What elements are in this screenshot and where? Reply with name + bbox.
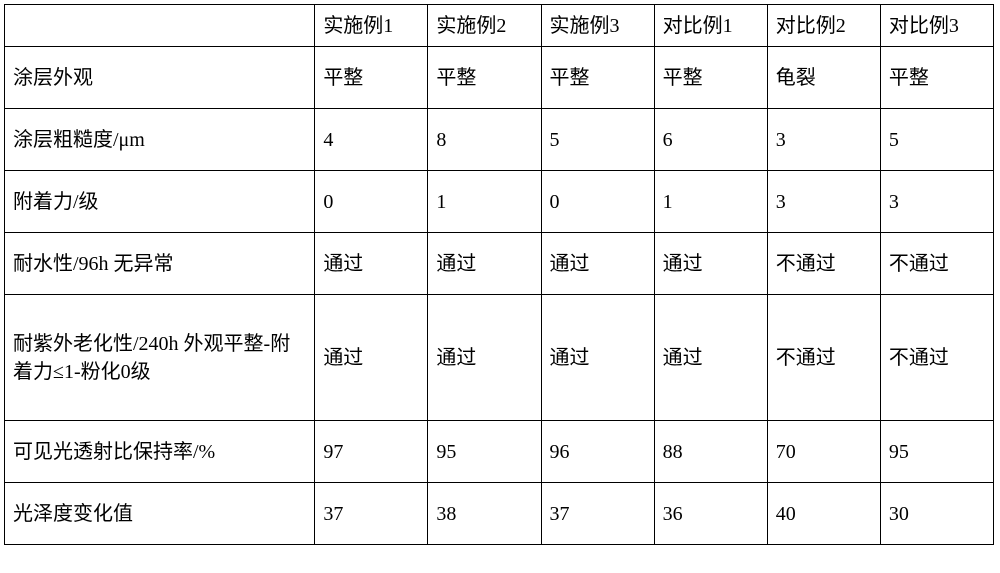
table-row: 涂层粗糙度/μm 4 8 5 6 3 5 [5, 109, 994, 171]
table-row: 涂层外观 平整 平整 平整 平整 龟裂 平整 [5, 47, 994, 109]
data-cell: 5 [880, 109, 993, 171]
table-header-row: 实施例1 实施例2 实施例3 对比例1 对比例2 对比例3 [5, 5, 994, 47]
data-cell: 8 [428, 109, 541, 171]
data-cell: 38 [428, 483, 541, 545]
data-cell: 通过 [654, 295, 767, 421]
data-cell: 70 [767, 421, 880, 483]
data-cell: 平整 [654, 47, 767, 109]
data-cell: 37 [315, 483, 428, 545]
row-label: 可见光透射比保持率/% [5, 421, 315, 483]
data-cell: 88 [654, 421, 767, 483]
data-cell: 95 [428, 421, 541, 483]
data-cell: 平整 [541, 47, 654, 109]
data-cell: 通过 [541, 233, 654, 295]
data-cell: 3 [767, 109, 880, 171]
data-cell: 0 [315, 171, 428, 233]
data-table: 实施例1 实施例2 实施例3 对比例1 对比例2 对比例3 涂层外观 平整 平整… [4, 4, 994, 545]
data-cell: 5 [541, 109, 654, 171]
data-cell: 通过 [428, 295, 541, 421]
row-label: 光泽度变化值 [5, 483, 315, 545]
header-cell: 实施例3 [541, 5, 654, 47]
data-cell: 1 [654, 171, 767, 233]
data-cell: 平整 [428, 47, 541, 109]
data-cell: 0 [541, 171, 654, 233]
table-row: 光泽度变化值 37 38 37 36 40 30 [5, 483, 994, 545]
data-cell: 37 [541, 483, 654, 545]
table-row: 可见光透射比保持率/% 97 95 96 88 70 95 [5, 421, 994, 483]
data-cell: 通过 [654, 233, 767, 295]
data-cell: 6 [654, 109, 767, 171]
data-cell: 30 [880, 483, 993, 545]
table-body: 实施例1 实施例2 实施例3 对比例1 对比例2 对比例3 涂层外观 平整 平整… [5, 5, 994, 545]
data-cell: 96 [541, 421, 654, 483]
row-label: 附着力/级 [5, 171, 315, 233]
data-cell: 通过 [315, 295, 428, 421]
row-label: 耐水性/96h 无异常 [5, 233, 315, 295]
data-cell: 36 [654, 483, 767, 545]
data-cell: 平整 [880, 47, 993, 109]
data-cell: 不通过 [880, 295, 993, 421]
table-row: 耐紫外老化性/240h 外观平整-附着力≤1-粉化0级 通过 通过 通过 通过 … [5, 295, 994, 421]
data-cell: 95 [880, 421, 993, 483]
header-cell: 实施例2 [428, 5, 541, 47]
header-cell: 实施例1 [315, 5, 428, 47]
data-cell: 龟裂 [767, 47, 880, 109]
data-cell: 不通过 [767, 295, 880, 421]
header-cell: 对比例3 [880, 5, 993, 47]
data-cell: 通过 [428, 233, 541, 295]
data-cell: 3 [880, 171, 993, 233]
data-cell: 不通过 [880, 233, 993, 295]
data-cell: 通过 [541, 295, 654, 421]
data-cell: 4 [315, 109, 428, 171]
header-cell: 对比例1 [654, 5, 767, 47]
data-cell: 通过 [315, 233, 428, 295]
table-row: 耐水性/96h 无异常 通过 通过 通过 通过 不通过 不通过 [5, 233, 994, 295]
data-cell: 不通过 [767, 233, 880, 295]
data-cell: 40 [767, 483, 880, 545]
header-cell: 对比例2 [767, 5, 880, 47]
data-cell: 97 [315, 421, 428, 483]
page: 实施例1 实施例2 实施例3 对比例1 对比例2 对比例3 涂层外观 平整 平整… [0, 0, 1000, 573]
row-label: 涂层粗糙度/μm [5, 109, 315, 171]
header-cell [5, 5, 315, 47]
table-row: 附着力/级 0 1 0 1 3 3 [5, 171, 994, 233]
row-label: 耐紫外老化性/240h 外观平整-附着力≤1-粉化0级 [5, 295, 315, 421]
data-cell: 平整 [315, 47, 428, 109]
row-label: 涂层外观 [5, 47, 315, 109]
data-cell: 1 [428, 171, 541, 233]
data-cell: 3 [767, 171, 880, 233]
